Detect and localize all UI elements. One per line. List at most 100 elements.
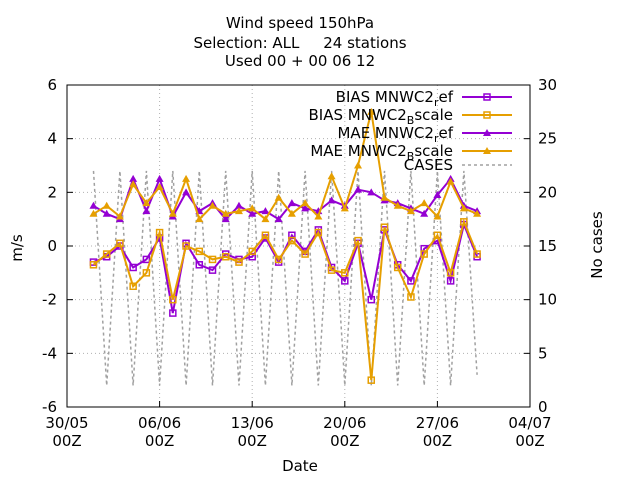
data-point-square — [314, 228, 323, 237]
x-tick-label: 30/05 — [45, 414, 88, 432]
data-point-triangle — [208, 201, 217, 209]
y2-tick-label: 0 — [538, 398, 548, 416]
data-point-triangle — [234, 207, 243, 215]
data-point-square — [420, 250, 428, 258]
data-point-triangle — [221, 209, 230, 217]
axes: -6-4-2024605101520253030/0500Z06/0600Z13… — [42, 76, 557, 450]
y-tick-label: -6 — [42, 398, 57, 416]
y2-tick-label: 20 — [538, 183, 557, 201]
data-point-triangle — [367, 107, 376, 115]
x-tick-label-time: 00Z — [145, 432, 174, 450]
legend-label-subscript: r — [434, 96, 439, 109]
y-axis-label: m/s — [8, 234, 26, 262]
data-point-triangle — [354, 185, 363, 193]
data-point-square — [341, 269, 349, 277]
legend-label-main: CASES — [404, 156, 453, 174]
data-point-triangle — [155, 174, 164, 182]
data-point-triangle — [115, 212, 124, 220]
data-point-square — [407, 277, 415, 285]
y2-tick-label: 10 — [538, 291, 557, 309]
chart-title-line-1: Wind speed 150hPa — [226, 14, 374, 32]
legend-label-tail: scale — [414, 106, 453, 124]
data-point-triangle — [420, 199, 429, 207]
data-point-triangle — [314, 212, 323, 220]
x-tick-label-time: 00Z — [52, 432, 81, 450]
data-point-square — [89, 261, 98, 269]
data-point-square — [208, 255, 217, 264]
data-point-square — [393, 263, 402, 272]
data-point-square — [288, 236, 296, 245]
data-point-triangle — [234, 201, 243, 209]
x-tick-label: 04/07 — [508, 414, 551, 432]
chart-title-line-3: Used 00 + 00 06 12 — [225, 52, 375, 70]
data-point-triangle — [340, 204, 349, 212]
y2-tick-label: 5 — [538, 344, 548, 362]
data-point-triangle — [221, 215, 230, 223]
data-point-triangle — [327, 196, 336, 204]
data-point-square — [208, 266, 217, 274]
data-point-triangle — [168, 209, 177, 217]
data-point-triangle — [195, 215, 204, 223]
data-point-triangle — [182, 174, 191, 182]
data-point-triangle — [473, 209, 482, 217]
data-point-triangle — [433, 191, 442, 199]
data-point-triangle — [102, 201, 111, 209]
data-point-square — [446, 269, 455, 277]
data-point-triangle — [248, 209, 257, 217]
x-tick-label-time: 00Z — [330, 432, 359, 450]
data-point-square — [301, 250, 309, 258]
x-tick-label: 20/06 — [323, 414, 366, 432]
legend-label-tail: ef — [438, 88, 453, 106]
y-tick-label: 4 — [47, 130, 57, 148]
data-point-square — [235, 258, 243, 266]
data-point-triangle — [420, 209, 429, 217]
data-point-square — [116, 239, 124, 248]
legend-marker-square — [483, 93, 491, 101]
y2-axis-label: No cases — [588, 211, 606, 279]
data-point-square — [460, 218, 468, 226]
data-point-triangle — [354, 161, 363, 169]
legend-label: CASES — [404, 156, 453, 174]
data-point-triangle — [406, 207, 415, 215]
x-tick-label-time: 00Z — [238, 432, 267, 450]
data-point-square — [380, 223, 389, 231]
data-point-triangle — [261, 215, 270, 223]
legend-label-main: MAE MNWC2 — [310, 142, 406, 160]
legend-marker-square — [483, 111, 491, 119]
legend-label-subscript: B — [407, 114, 415, 127]
data-point-square — [195, 247, 204, 256]
data-point-square — [221, 252, 230, 261]
legend-label: MAE MNWC2ref — [337, 124, 453, 145]
data-point-square — [327, 266, 336, 274]
legend-label-subscript: r — [434, 132, 439, 145]
data-point-triangle — [287, 199, 296, 207]
data-point-square — [367, 376, 376, 384]
data-point-square — [195, 261, 204, 269]
data-point-triangle — [89, 209, 98, 217]
series-line-2 — [92, 176, 478, 221]
x-tick-label: 27/06 — [416, 414, 459, 432]
data-point-square — [367, 295, 376, 304]
data-point-square — [155, 228, 164, 237]
data-point-triangle — [155, 182, 164, 190]
x-tick-label: 06/06 — [138, 414, 181, 432]
legend-label-subscript: B — [407, 150, 415, 163]
data-point-triangle — [129, 180, 138, 188]
data-point-square — [354, 236, 362, 245]
data-point-square — [129, 263, 137, 272]
legend-label-main: BIAS MNWC2 — [336, 88, 434, 106]
data-point-square — [129, 282, 137, 290]
series-layer — [89, 107, 482, 386]
data-point-square — [274, 255, 283, 264]
data-point-triangle — [182, 188, 191, 196]
data-point-triangle — [102, 209, 111, 217]
data-point-square — [261, 231, 270, 240]
x-tick-label-time: 00Z — [423, 432, 452, 450]
data-point-triangle — [142, 207, 151, 215]
data-point-triangle — [301, 204, 310, 212]
legend-label-main: MAE MNWC2 — [337, 124, 433, 142]
data-point-triangle — [367, 188, 376, 196]
legend-label: BIAS MNWC2Bscale — [309, 106, 453, 127]
